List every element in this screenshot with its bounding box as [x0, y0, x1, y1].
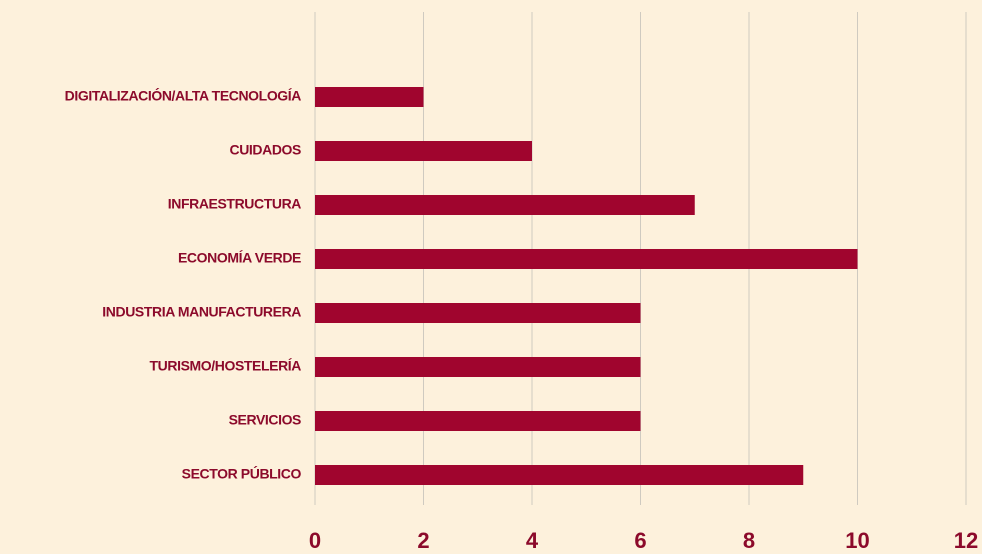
bar: [315, 249, 858, 269]
x-tick-label: 10: [845, 528, 869, 553]
x-tick-label: 8: [743, 528, 755, 553]
y-tick-label: ECONOMÍA VERDE: [178, 250, 301, 266]
x-tick-label: 4: [526, 528, 539, 553]
x-tick-label: 12: [954, 528, 978, 553]
y-tick-label: DIGITALIZACIÓN/ALTA TECNOLOGÍA: [65, 87, 302, 104]
x-tick-label: 6: [634, 528, 646, 553]
y-tick-label: SERVICIOS: [229, 412, 301, 428]
bar: [315, 141, 532, 161]
x-tick-label: 2: [417, 528, 429, 553]
y-tick-label: TURISMO/HOSTELERÍA: [150, 358, 302, 374]
bar: [315, 465, 804, 485]
bar: [315, 357, 641, 377]
bar: [315, 303, 641, 323]
bar: [315, 87, 424, 107]
y-tick-label: INFRAESTRUCTURA: [168, 196, 302, 212]
y-tick-label: CUIDADOS: [230, 142, 302, 158]
bar: [315, 411, 641, 431]
y-tick-label: SECTOR PÚBLICO: [182, 465, 302, 482]
y-tick-label: INDUSTRIA MANUFACTURERA: [102, 304, 301, 320]
x-tick-label: 0: [309, 528, 321, 553]
bar: [315, 195, 695, 215]
